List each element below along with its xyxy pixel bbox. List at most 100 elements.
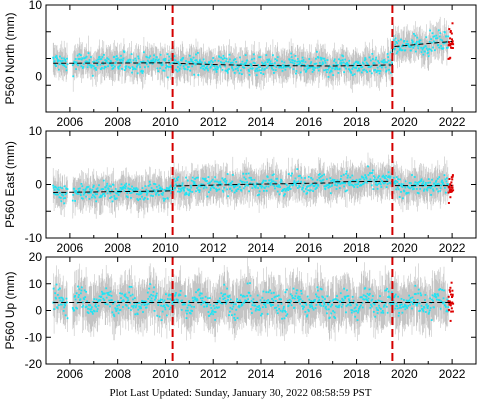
north-point: [145, 63, 148, 65]
north-point: [389, 51, 392, 54]
up-point: [389, 296, 391, 299]
up-point: [213, 307, 216, 310]
north-point: [340, 63, 343, 66]
east-point: [211, 178, 214, 181]
east-point: [124, 187, 127, 190]
up-point: [177, 294, 180, 297]
up-point: [397, 314, 400, 317]
north-point: [295, 70, 298, 72]
north-point: [74, 58, 77, 60]
east-point: [74, 191, 77, 194]
up-recent-point: [447, 300, 450, 303]
east-point: [283, 188, 286, 190]
up-point: [398, 307, 401, 309]
north-point: [241, 73, 243, 75]
north-point: [219, 66, 222, 69]
east-point: [355, 178, 358, 181]
up-point: [387, 290, 390, 293]
east-point: [91, 188, 94, 191]
east-point: [304, 177, 306, 179]
up-point: [435, 298, 438, 301]
north-point: [395, 52, 398, 55]
up-point: [90, 310, 92, 313]
up-point: [133, 305, 135, 307]
up-point: [249, 294, 252, 297]
east-point: [343, 185, 345, 188]
up-point: [337, 305, 340, 308]
up-xtick-label: 2008: [104, 367, 131, 381]
north-point: [435, 37, 437, 40]
up-point: [242, 294, 245, 297]
east-point: [128, 183, 130, 186]
east-point: [376, 184, 378, 186]
east-point: [280, 178, 282, 181]
east-point: [243, 181, 246, 184]
north-point: [151, 62, 154, 65]
east-point: [117, 194, 120, 196]
north-point: [321, 63, 324, 66]
east-recent-point: [447, 202, 450, 204]
east-point: [377, 182, 380, 185]
north-point: [157, 70, 160, 73]
east-point: [369, 172, 371, 175]
north-point: [396, 50, 399, 53]
up-point: [251, 304, 254, 306]
east-point: [189, 190, 192, 193]
up-point: [306, 314, 309, 317]
east-recent-point: [451, 186, 454, 189]
east-point: [199, 185, 202, 188]
east-point: [326, 178, 328, 181]
east-point: [201, 177, 204, 180]
north-point: [415, 40, 418, 43]
up-point: [347, 295, 350, 297]
up-point: [114, 308, 117, 310]
north-point: [106, 61, 109, 64]
up-point: [220, 292, 223, 295]
east-point: [421, 185, 424, 188]
up-point: [213, 311, 216, 313]
up-point: [417, 288, 420, 291]
north-point: [117, 66, 119, 69]
up-point: [354, 306, 357, 309]
east-point: [192, 180, 195, 183]
north-point: [107, 65, 109, 68]
north-point: [137, 55, 140, 58]
up-point: [331, 299, 334, 302]
north-point: [263, 62, 265, 65]
north-point: [232, 69, 235, 71]
north-point: [88, 61, 90, 63]
east-xtick-label: 2022: [439, 241, 466, 255]
north-point: [441, 39, 443, 42]
east-point: [420, 180, 422, 182]
east-point: [434, 183, 437, 186]
east-point: [129, 188, 132, 190]
north-point: [283, 61, 286, 64]
up-point: [134, 306, 137, 309]
up-point: [325, 305, 327, 308]
up-point: [321, 299, 324, 302]
north-point: [314, 67, 316, 69]
up-point: [236, 298, 238, 300]
up-point: [208, 314, 211, 317]
east-point: [347, 174, 349, 177]
up-point: [161, 310, 164, 313]
up-point: [361, 306, 364, 309]
north-point: [388, 63, 391, 65]
up-point: [345, 311, 347, 314]
north-point: [236, 67, 239, 70]
up-point: [80, 286, 83, 289]
north-point: [82, 63, 85, 65]
east-point: [365, 176, 367, 178]
east-point: [243, 176, 246, 179]
east-point: [439, 187, 442, 190]
up-point: [437, 294, 440, 297]
east-point: [266, 176, 269, 178]
up-point: [254, 309, 257, 312]
north-point: [230, 61, 233, 64]
north-point: [59, 60, 62, 63]
east-point: [148, 180, 151, 183]
up-point: [372, 311, 375, 313]
north-point: [270, 63, 272, 65]
north-point: [281, 60, 283, 63]
up-point: [132, 306, 135, 309]
